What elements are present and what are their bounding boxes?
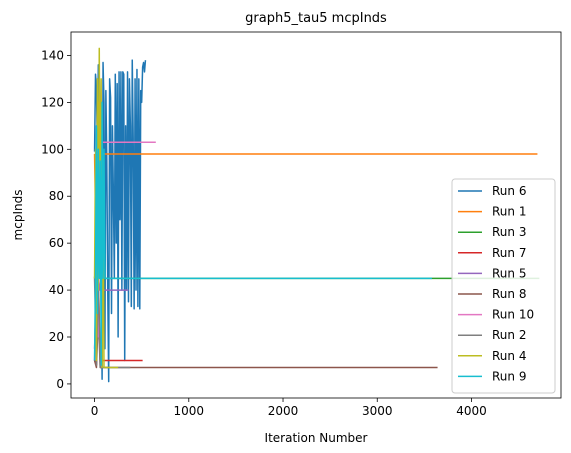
y-tick-label: 60 — [49, 236, 64, 250]
series-line-run-8 — [93, 312, 438, 369]
legend-label: Run 2 — [492, 328, 526, 342]
x-tick-label: 3000 — [362, 404, 393, 418]
y-tick-label: 80 — [49, 189, 64, 203]
legend-label: Run 10 — [492, 308, 534, 322]
y-tick-label: 20 — [49, 330, 64, 344]
y-tick-label: 100 — [41, 142, 64, 156]
x-tick-label: 2000 — [268, 404, 299, 418]
x-tick-label: 1000 — [174, 404, 205, 418]
y-tick-label: 140 — [41, 48, 64, 62]
y-axis-label: mcpInds — [11, 190, 25, 241]
legend-label: Run 5 — [492, 266, 526, 280]
chart-title: graph5_tau5 mcpInds — [245, 11, 387, 26]
legend-label: Run 3 — [492, 225, 526, 239]
legend: Run 6 Run 1 Run 3 Run 7 Run 5 Run 8 Run 10 Run … — [451, 178, 556, 394]
legend-label: Run 7 — [492, 246, 526, 260]
legend-label: Run 4 — [492, 349, 526, 363]
series-line-run-9 — [93, 101, 432, 366]
legend-label: Run 1 — [492, 205, 526, 219]
legend-label: Run 6 — [492, 184, 526, 198]
x-tick-label: 0 — [91, 404, 99, 418]
y-tick-label: 40 — [49, 283, 64, 297]
y-tick-label: 120 — [41, 95, 64, 109]
x-tick-label: 4000 — [456, 404, 487, 418]
y-tick-label: 0 — [56, 377, 64, 391]
legend-label: Run 8 — [492, 287, 526, 301]
plot-area — [93, 47, 540, 383]
plot-frame — [70, 31, 562, 399]
y-axis: 0 20 40 60 80 100 120 140 — [41, 48, 71, 391]
x-axis: 0 1000 2000 3000 4000 — [91, 398, 487, 418]
series-line-run-6 — [93, 59, 147, 383]
legend-label: Run 9 — [492, 369, 526, 383]
x-axis-label: Iteration Number — [265, 431, 368, 445]
